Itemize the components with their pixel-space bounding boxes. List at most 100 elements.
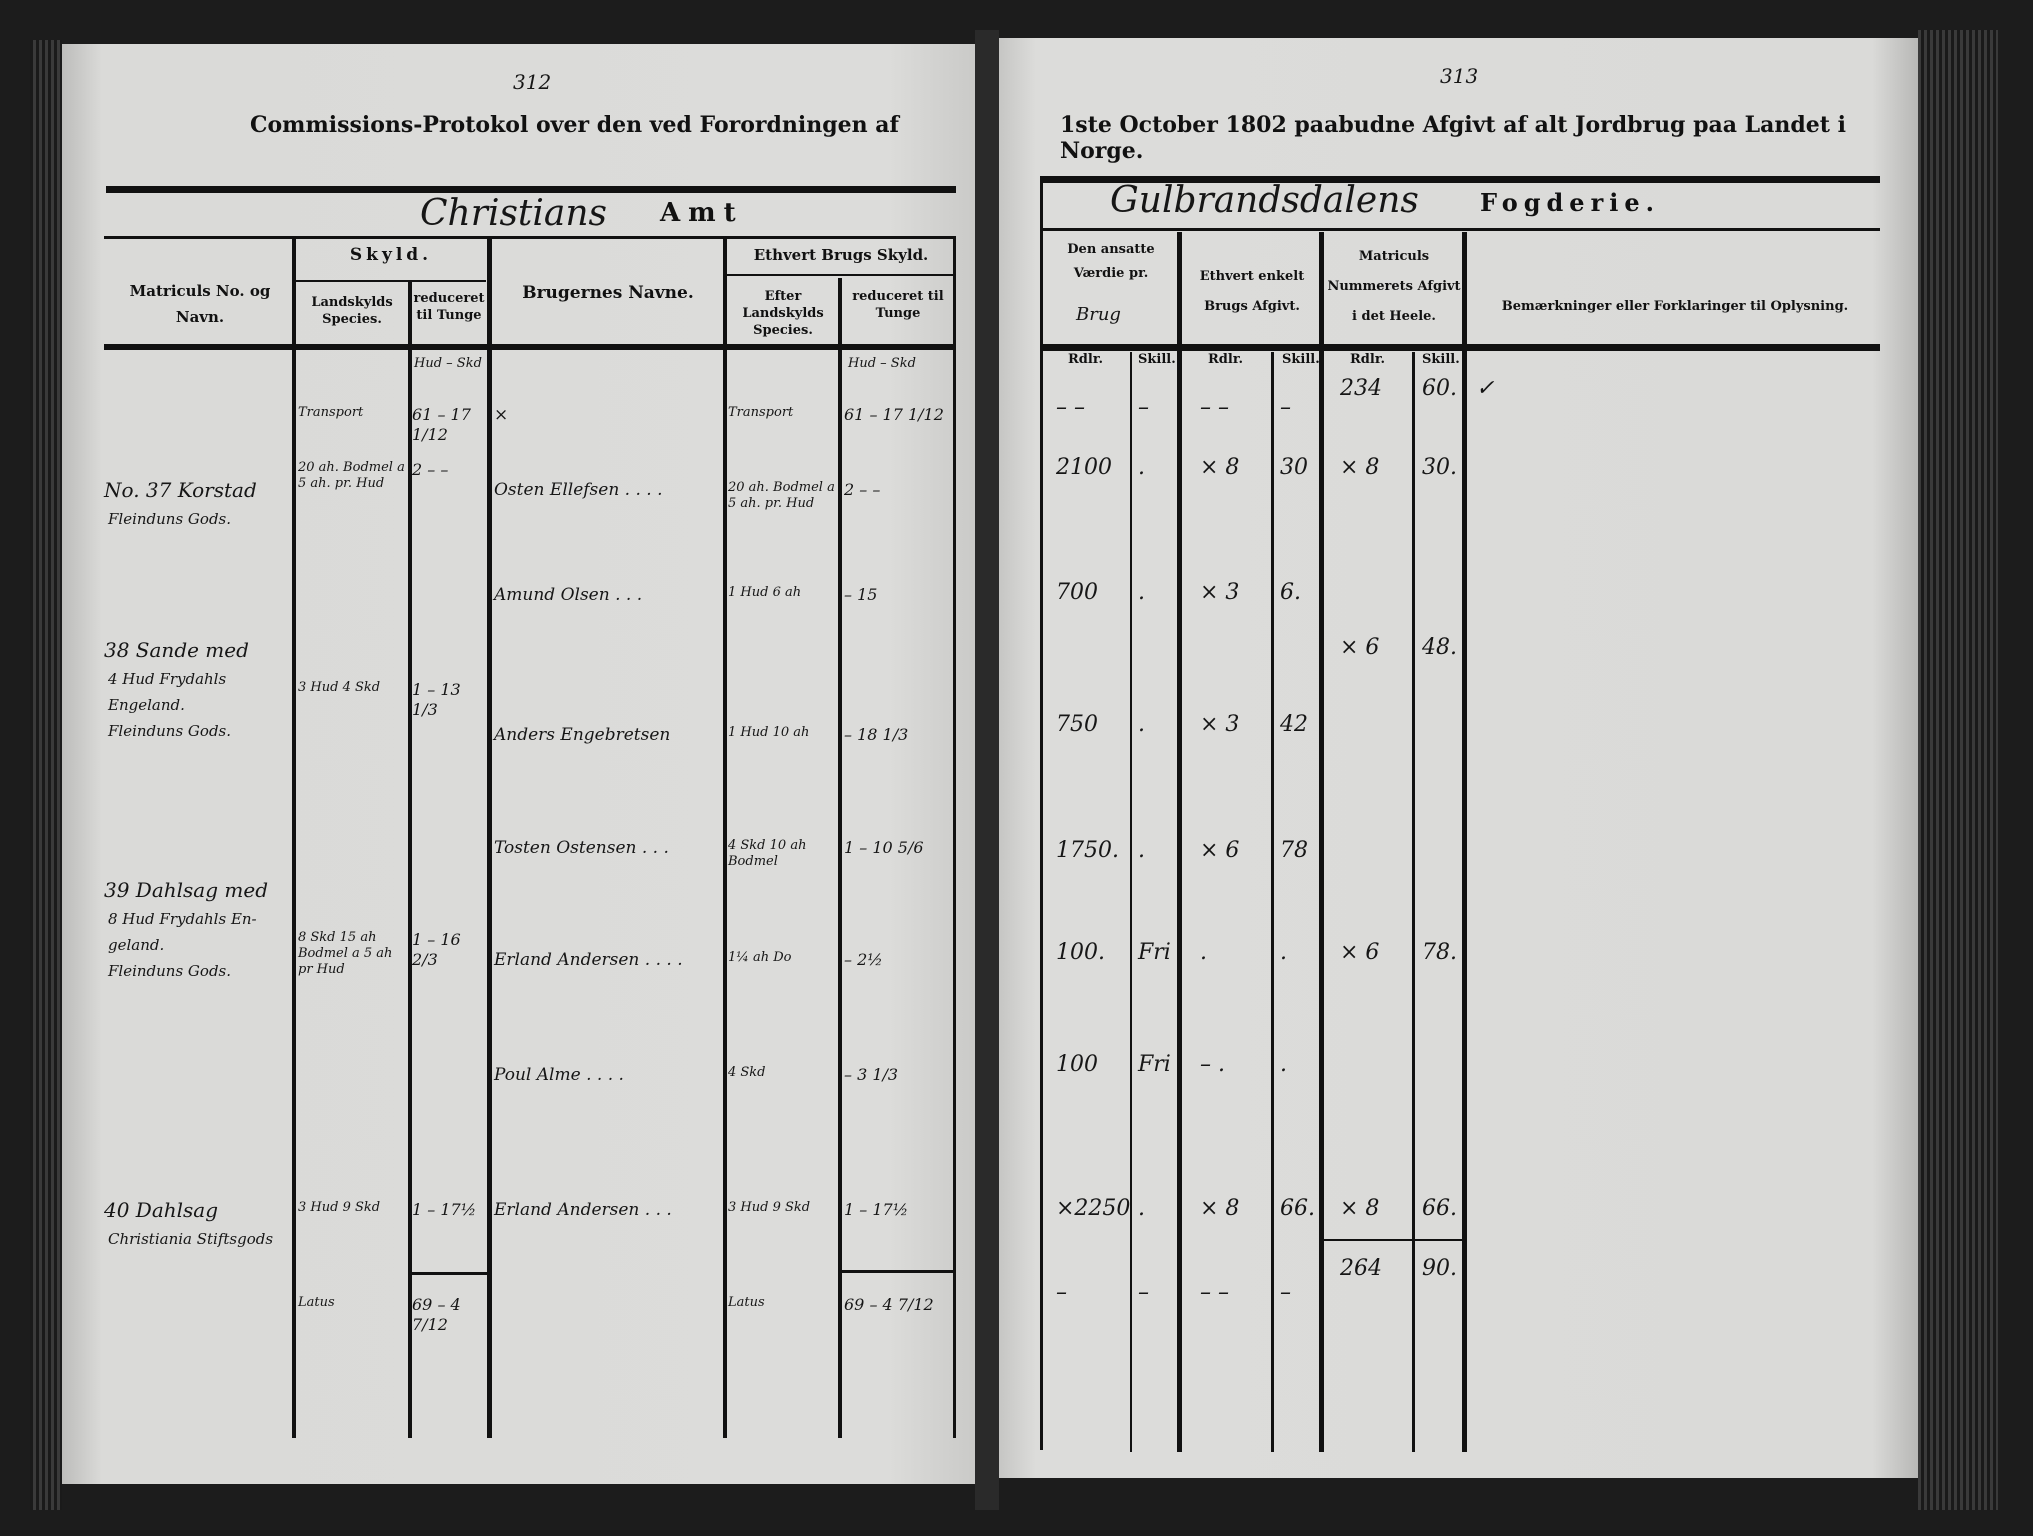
district-suffix-right: Fogderie. — [1480, 188, 1660, 217]
cell-matricul: 40 Dahlsag — [104, 1198, 219, 1222]
cell-b-sk: 6. — [1280, 580, 1301, 605]
cell-v-rdl: 700 — [1056, 580, 1098, 605]
district-amt: Christians — [420, 193, 608, 234]
cell-m-rdl: 234 — [1340, 376, 1382, 401]
header-reduceret: reduceret til Tunge — [413, 291, 485, 323]
cell-reduceret: 1 – 13 1/3 — [412, 680, 461, 719]
page-title-left: Commissions-Protokol over den ved Forord… — [250, 112, 899, 138]
cell-v-sk: – — [1138, 395, 1149, 420]
column-line — [1462, 232, 1467, 1452]
cell-matricul-line: Fleinduns Gods. — [108, 962, 232, 980]
cell-b-sk: 66. — [1280, 1196, 1315, 1221]
cell-matricul: No. 37 Korstad — [104, 478, 257, 502]
rule — [106, 186, 956, 193]
cell-landskyld: 3 Hud 9 Skd — [298, 1200, 381, 1215]
cell-v-sk: . — [1138, 712, 1145, 737]
units-label: Hud – Skd — [414, 356, 482, 371]
column-line — [1177, 232, 1182, 1452]
cell-v-rdl: 2100 — [1056, 455, 1112, 480]
cell-bruger: Osten Ellefsen . . . . — [494, 480, 663, 500]
units-label: Hud – Skd — [848, 356, 916, 371]
cell-landskyld: 8 Skd 15 ah Bodmel a 5 ah pr Hud — [298, 930, 393, 977]
rule — [296, 280, 486, 282]
cell-reduceret2: – 15 — [844, 585, 878, 604]
cell-b-rdl: × 3 — [1200, 580, 1240, 605]
cell-reduceret2: – 18 1/3 — [844, 725, 909, 744]
cell-v-sk: – — [1138, 1280, 1149, 1305]
cell-efter: 4 Skd — [728, 1065, 766, 1080]
cell-v-sk: Fri — [1138, 940, 1171, 965]
cell-v-sk: Fri — [1138, 1052, 1171, 1077]
unit-skill: Skill. — [1138, 352, 1176, 367]
cell-reduceret2: – 3 1/3 — [844, 1065, 899, 1084]
district-fogderie: Gulbrandsdalens — [1110, 180, 1419, 221]
cell-bruger: Tosten Ostensen . . . — [494, 838, 669, 858]
cell-efter: 20 ah. Bodmel a 5 ah. pr. Hud — [728, 480, 835, 511]
cell-b-rdl: × 3 — [1200, 712, 1240, 737]
rule — [1040, 176, 1880, 183]
left-page — [62, 44, 980, 1484]
header-bottom-rule — [104, 344, 956, 350]
cell-b-sk: 78 — [1280, 838, 1308, 863]
cell-v-rdl: – — [1056, 1280, 1067, 1305]
cell-b-sk: . — [1280, 940, 1287, 965]
cell-matricul-line: 8 Hud Frydahls En- — [108, 910, 257, 928]
cell-efter: 1 Hud 10 ah — [728, 725, 810, 740]
cell-b-rdl: – – — [1200, 395, 1229, 420]
cell-matricul-line: geland. — [108, 936, 165, 954]
cell-note: ✓ — [1476, 376, 1495, 401]
cell-reduceret2: 2 – – — [844, 480, 881, 499]
cell-reduceret2: 61 – 17 1/12 — [844, 405, 944, 424]
cell-bruger: Amund Olsen . . . — [494, 585, 643, 605]
cell-reduceret: 1 – 17½ — [412, 1200, 477, 1219]
cell-matricul-line: Engeland. — [108, 696, 185, 714]
cell-m-sk: 48. — [1422, 635, 1457, 660]
book-edge-right — [1918, 30, 1998, 1510]
unit-skill: Skill. — [1422, 352, 1460, 367]
sum-rule — [408, 1272, 488, 1275]
header-reduceret-2: reduceret til Tunge — [852, 289, 944, 321]
header-matricul-afgivt: Matriculs Nummerets Afgivt i det Heele. — [1327, 249, 1461, 324]
cell-v-sk: . — [1138, 1196, 1145, 1221]
book-edge-left — [30, 40, 62, 1510]
column-line — [1271, 352, 1274, 1452]
header-vaerdi-handwritten: Brug — [1076, 304, 1121, 325]
cell-efter: 3 Hud 9 Skd — [728, 1200, 811, 1215]
cell-efter: Transport — [728, 405, 794, 420]
sum-rule — [1320, 1239, 1463, 1241]
right-page — [996, 38, 1918, 1478]
rule — [104, 236, 956, 239]
cell-matricul-line: Fleinduns Gods. — [108, 510, 232, 528]
cell-m-rdl: × 8 — [1340, 1196, 1380, 1221]
cell-bruger: Erland Andersen . . . . — [494, 950, 683, 970]
cell-b-sk: – — [1280, 395, 1291, 420]
book-spine — [975, 30, 999, 1510]
cell-efter: 4 Skd 10 ah Bodmel — [728, 838, 807, 869]
cell-m-sk: 60. — [1422, 376, 1457, 401]
cell-matricul: 38 Sande med — [104, 638, 249, 662]
header-vaerdi: Den ansatte Værdie pr. — [1067, 242, 1155, 281]
header-brugernes-navne: Brugernes Navne. — [522, 283, 694, 303]
cell-landskyld: 3 Hud 4 Skd — [298, 680, 381, 695]
cell-bruger: Poul Alme . . . . — [494, 1065, 624, 1085]
cell-landskyld: 20 ah. Bodmel a 5 ah. pr. Hud — [298, 460, 405, 491]
header-brugs-afgivt: Ethvert enkelt Brugs Afgivt. — [1199, 269, 1305, 314]
cell-v-sk: . — [1138, 580, 1145, 605]
cell-v-rdl: 750 — [1056, 712, 1098, 737]
column-line — [1319, 232, 1324, 1452]
column-line — [1412, 352, 1415, 1452]
cell-matricul: 39 Dahlsag med — [104, 878, 268, 902]
header-bemaerkninger: Bemærkninger eller Forklaringer til Oply… — [1501, 299, 1849, 314]
rule — [727, 274, 955, 276]
cell-b-rdl: × 8 — [1200, 455, 1240, 480]
cell-m-sk: 30. — [1422, 455, 1457, 480]
cell-v-rdl: ×2250 — [1056, 1196, 1131, 1221]
cell-reduceret: 2 – – — [412, 460, 449, 479]
cell-b-rdl: × 8 — [1200, 1196, 1240, 1221]
cell-b-rdl: × 6 — [1200, 838, 1240, 863]
sum-rule — [842, 1270, 956, 1273]
cell-reduceret2: 1 – 17½ — [844, 1200, 909, 1219]
page-number-right: 313 — [1440, 64, 1479, 88]
header-landskyld: Landskylds Species. — [311, 295, 393, 327]
cell-b-rdl: – – — [1200, 1280, 1229, 1305]
